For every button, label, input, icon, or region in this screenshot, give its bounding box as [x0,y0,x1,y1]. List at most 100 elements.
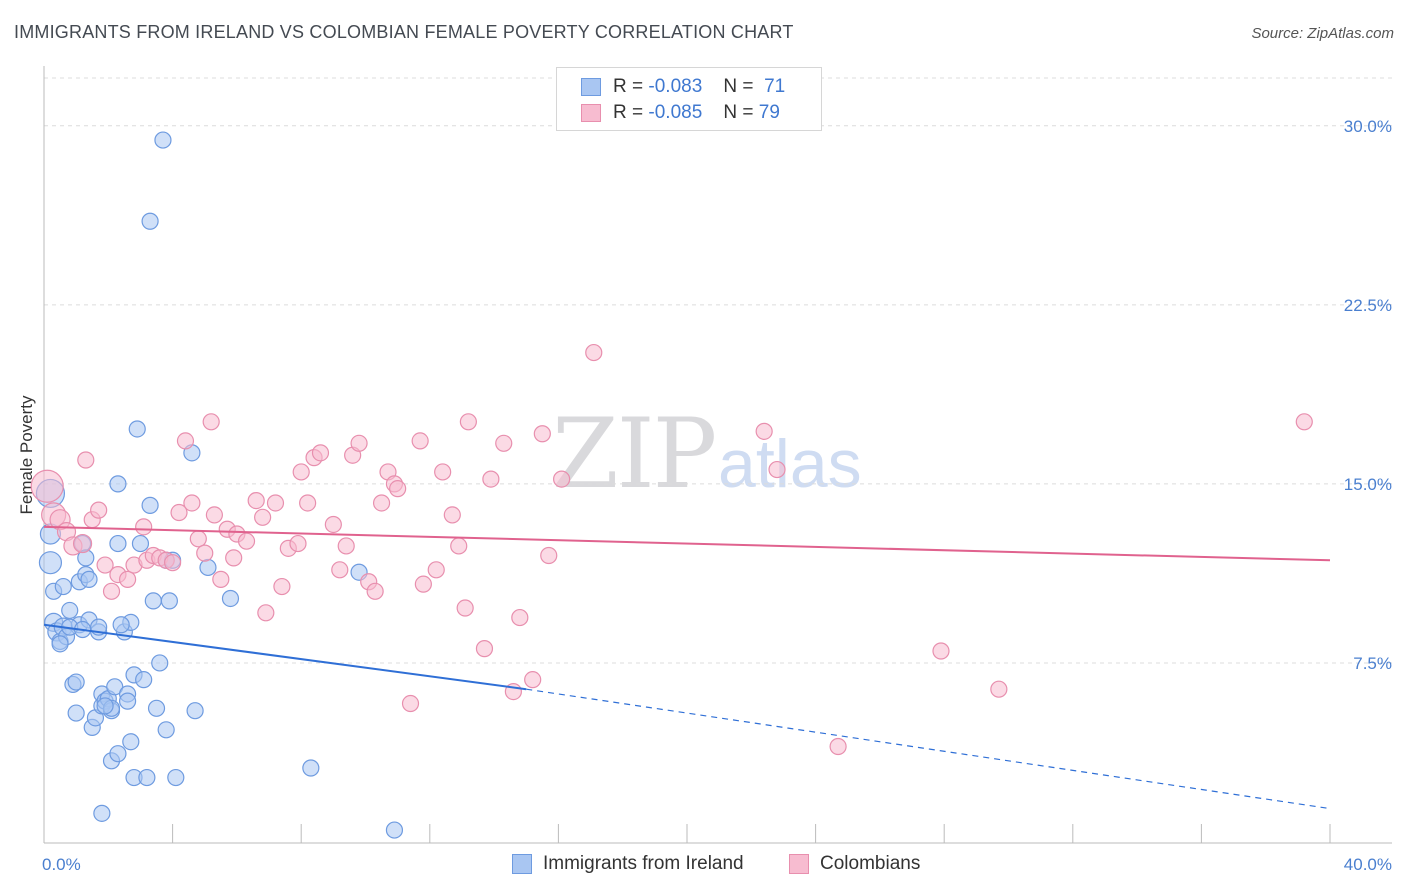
point-colombians [755,422,773,440]
y-tick-label: 30.0% [1344,117,1392,136]
point-ireland [67,704,85,722]
point-colombians [829,737,847,756]
point-ireland [106,678,124,696]
data-points [30,131,1313,839]
point-colombians [30,469,64,503]
legend-n-value: 71 [764,76,786,97]
point-ireland [221,589,240,608]
point-ireland [138,768,156,787]
point-colombians [414,575,432,593]
legend-n-value: 79 [758,102,780,123]
point-colombians [366,582,384,600]
tick-labels: 7.5% 15.0% 22.5% 30.0% 0.0% 40.0% [42,117,1392,874]
point-ireland [141,496,159,514]
watermark-zip: ZIP [552,398,717,510]
legend-swatch-ireland [581,78,601,96]
point-colombians [289,534,307,553]
point-colombians [1295,413,1313,431]
point-colombians [337,537,355,555]
point-colombians [372,494,391,512]
axes [43,66,1392,844]
bottom-legend-ireland[interactable]: Immigrants from Ireland [512,852,744,876]
legend-swatch-colombians [581,104,601,122]
point-ireland [51,635,69,653]
bottom-legend-label-ireland: Immigrants from Ireland [543,853,744,874]
trend-line-colombians [43,525,1331,562]
source-credit: Source: ZipAtlas.com [1251,25,1394,42]
point-ireland [61,601,79,620]
trend-lines [43,525,1331,810]
legend-r-label: R = [613,76,644,97]
point-ireland [112,616,130,634]
legend-row-ireland: R = -0.083 N = 71 [581,75,785,99]
point-ireland [80,570,98,588]
point-colombians [90,501,108,519]
point-ireland [199,558,217,577]
point-colombians [456,599,474,617]
point-ireland [151,654,169,672]
point-colombians [212,570,230,588]
point-ireland [144,592,162,610]
point-ireland [302,759,320,777]
bottom-legend-colombians[interactable]: Colombians [789,852,920,876]
point-ireland [131,534,150,553]
point-ireland [109,475,127,493]
correlation-legend: R = -0.083 N = 71 R = -0.085 N = 79 [556,67,822,131]
point-colombians [196,544,214,562]
point-colombians [350,434,368,452]
legend-row-colombians: R = -0.085 N = 79 [581,101,780,125]
grid-lines [44,77,1392,664]
point-colombians [511,608,529,627]
y-tick-label: 15.0% [1344,475,1392,494]
point-colombians [237,532,256,550]
point-colombians [170,503,188,522]
point-colombians [585,343,603,362]
chart-title: IMMIGRANTS FROM IRELAND VS COLOMBIAN FEM… [14,22,794,42]
point-colombians [495,434,513,452]
point-ireland [93,804,111,822]
point-colombians [482,470,500,488]
point-colombians [118,570,137,588]
point-colombians [225,549,243,567]
legend-r-value: -0.085 [648,102,703,123]
bottom-legend-swatch-ireland [512,854,532,874]
point-colombians [990,680,1008,698]
point-ireland [96,697,114,715]
point-ireland [135,671,153,689]
x-tick-label: 0.0% [42,855,81,874]
bottom-legend-swatch-colombians [789,854,809,874]
bottom-legend-label-colombians: Colombians [820,853,921,874]
point-ireland [109,745,127,763]
trend-line-ireland [43,623,527,691]
point-ireland [385,821,404,839]
point-colombians [257,604,275,622]
point-ireland [54,577,72,596]
point-colombians [401,694,420,713]
point-colombians [202,413,220,431]
point-colombians [176,432,195,450]
point-colombians [324,515,342,534]
point-colombians [247,491,265,510]
point-ireland [128,420,146,438]
point-colombians [932,642,950,660]
point-colombians [164,554,182,572]
point-colombians [254,508,272,526]
point-colombians [389,480,407,498]
point-colombians [443,506,461,524]
trend-extension-ireland [526,688,1331,810]
point-colombians [434,463,452,481]
point-ireland [186,702,204,720]
point-colombians [331,561,349,579]
point-colombians [189,530,207,548]
y-tick-label: 7.5% [1353,654,1392,673]
legend-n-label: N = [723,102,754,123]
point-ireland [160,592,178,610]
point-ireland [154,131,172,149]
point-ireland [122,733,140,751]
point-ireland [118,692,137,710]
watermark-atlas: atlas [718,426,862,502]
x-tick-label: 40.0% [1344,855,1392,874]
point-ireland [38,551,63,575]
y-tick-label: 22.5% [1344,296,1392,315]
